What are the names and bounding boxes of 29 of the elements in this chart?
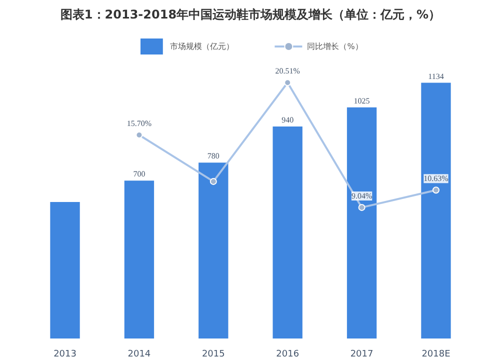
legend-label: 同比增长（%） [307,40,363,52]
x-tick-label: 2014 [128,350,151,360]
bar [50,202,80,338]
legend-label: 市场规模（亿元） [170,40,234,52]
data-label: 700 [133,170,146,179]
x-tick-label: 2016 [276,350,300,360]
point [358,204,366,211]
data-label: 20.51% [275,66,300,76]
bar [198,162,228,338]
data-label: 10.63% [424,174,449,184]
point [284,79,292,86]
data-label: 15.70% [126,118,152,128]
x-tick-label: 2018E [422,350,451,360]
data-label: 780 [207,152,220,161]
point [136,132,143,138]
data-label: 9.04% [351,191,372,200]
data-label: 940 [282,116,294,125]
point [210,178,217,185]
bar [124,180,154,338]
point [432,186,440,194]
bar [272,126,302,338]
x-tick-label: 2015 [202,350,225,360]
bar [346,107,377,338]
x-tick-label: 2017 [350,350,374,360]
data-label: 1025 [354,96,370,106]
bar [421,82,451,338]
data-label: 1134 [428,72,444,81]
x-tick-label: 2013 [54,350,76,360]
chart-title: 图表1：2013-2018年中国运动鞋市场规模及增长（单位：亿元，%） [60,8,441,22]
